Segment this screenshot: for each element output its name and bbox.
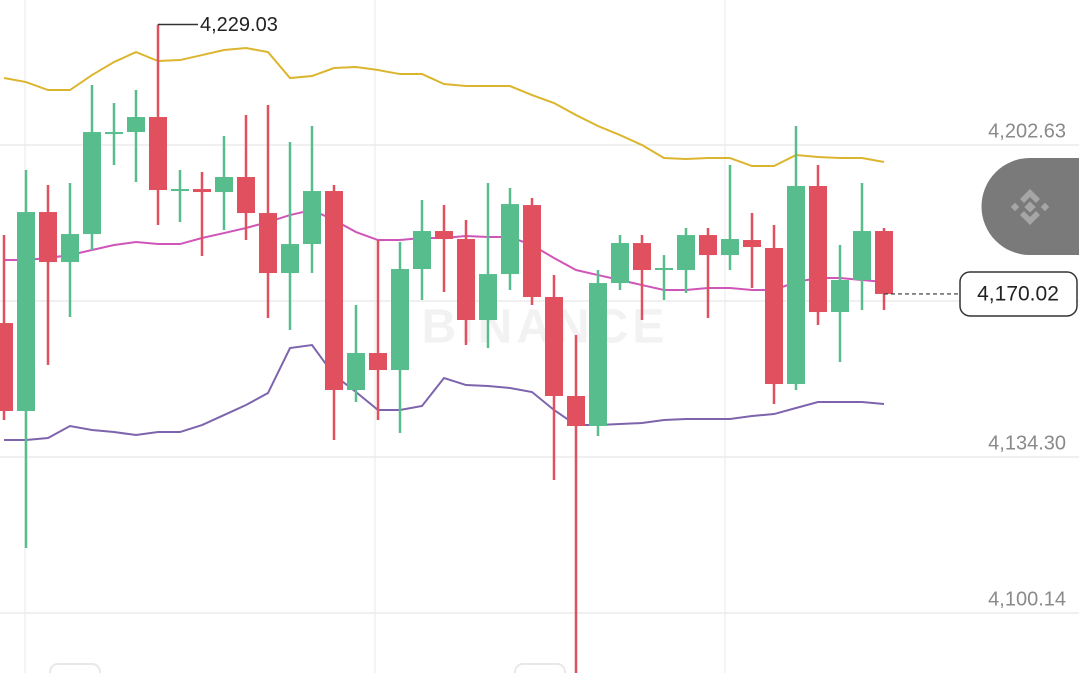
last-price-label: 4,170.02 xyxy=(977,282,1059,305)
logo-button[interactable] xyxy=(981,158,1079,255)
annotations: 4,229.03 4,170.02 xyxy=(158,14,1078,317)
candle-body xyxy=(127,117,145,133)
high-label: 4,229.03 xyxy=(200,14,278,36)
candle-body xyxy=(545,297,563,396)
candle-body xyxy=(391,269,409,371)
candle-body xyxy=(325,191,343,391)
candle-body xyxy=(281,244,299,274)
candle-body xyxy=(215,177,233,193)
h-grid xyxy=(0,144,1079,614)
candle-body xyxy=(787,186,805,385)
candle-body xyxy=(853,231,871,281)
candle-body xyxy=(677,235,695,271)
candle-body xyxy=(259,213,277,274)
candle-body xyxy=(589,283,607,426)
bottom-control xyxy=(514,663,566,673)
candle-body xyxy=(479,274,497,321)
candle-body xyxy=(567,395,585,426)
candle-body xyxy=(809,186,827,313)
candle-body xyxy=(303,191,321,245)
y-tick-label: 4,202.63 xyxy=(988,120,1066,142)
candle-body xyxy=(831,280,849,313)
candle-body xyxy=(171,189,189,192)
last-price-box xyxy=(959,271,1078,317)
candle-body xyxy=(875,231,893,294)
candle-body xyxy=(83,132,101,235)
candle-body xyxy=(633,243,651,271)
candle-body xyxy=(523,205,541,298)
candle-body xyxy=(39,212,57,263)
candle-body xyxy=(193,189,211,193)
candle-body xyxy=(721,239,739,256)
candle-body xyxy=(369,353,387,371)
candle-body xyxy=(611,243,629,284)
candle-body xyxy=(765,248,783,385)
candle-body xyxy=(237,177,255,214)
candle-body xyxy=(61,234,79,263)
candle-body xyxy=(457,239,475,321)
candle-body xyxy=(347,353,365,391)
candle-body xyxy=(435,231,453,240)
y-tick-label: 4,100.14 xyxy=(988,588,1066,610)
candle-body xyxy=(149,117,167,191)
candle-body xyxy=(413,231,431,270)
candle-body xyxy=(501,204,519,275)
y-tick-label: 4,134.30 xyxy=(988,432,1066,454)
candle-body xyxy=(699,235,717,256)
band-line xyxy=(4,343,885,442)
candle-body xyxy=(743,240,761,248)
candles xyxy=(0,24,893,673)
candle-body xyxy=(17,212,35,412)
candle-body xyxy=(655,268,673,271)
candle-body xyxy=(0,323,13,412)
band-line xyxy=(3,47,885,168)
candle-body xyxy=(105,132,123,135)
bottom-control xyxy=(49,663,101,673)
